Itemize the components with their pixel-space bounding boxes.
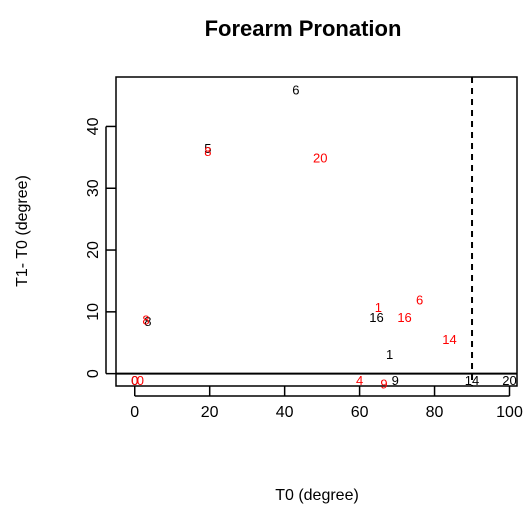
data-point-black: 14 — [465, 373, 479, 388]
data-point-black: 9 — [392, 373, 399, 388]
data-point-red: 6 — [416, 292, 423, 307]
data-point-black: 5 — [204, 141, 211, 156]
y-tick-label: 10 — [85, 303, 102, 321]
x-tick-label: 100 — [496, 404, 523, 421]
data-point-black: 6 — [292, 82, 299, 97]
x-tick-label: 0 — [130, 404, 139, 421]
x-tick-label: 20 — [201, 404, 219, 421]
y-tick-label: 40 — [85, 117, 102, 135]
chart-title: Forearm Pronation — [205, 16, 402, 41]
data-point-black: 20 — [502, 373, 516, 388]
data-point-red: 0 — [137, 373, 144, 388]
data-point-red: 4 — [356, 373, 363, 388]
data-point-red: 8 — [204, 144, 211, 159]
x-axis-label: T0 (degree) — [275, 487, 359, 504]
y-tick-label: 0 — [85, 369, 102, 378]
data-point-black: 16 — [369, 310, 383, 325]
data-point-red: 20 — [313, 150, 327, 165]
data-point-red: 1 — [375, 300, 382, 315]
plot-frame — [115, 76, 518, 387]
x-tick-label: 80 — [426, 404, 444, 421]
data-point-black: 8 — [144, 314, 151, 329]
x-tick-label: 60 — [351, 404, 369, 421]
data-point-red: 8 — [142, 312, 149, 327]
y-tick-label: 30 — [85, 179, 102, 197]
y-axis-label: T1- T0 (degree) — [14, 175, 31, 287]
y-tick-label: 20 — [85, 241, 102, 259]
x-tick-label: 40 — [276, 404, 294, 421]
data-point-red: 14 — [442, 332, 456, 347]
data-point-red: 0 — [131, 373, 138, 388]
data-point-black: 1 — [386, 347, 393, 362]
data-point-red: 16 — [397, 310, 411, 325]
data-point-black: 0 — [131, 373, 138, 388]
data-point-red: 9 — [380, 377, 387, 392]
